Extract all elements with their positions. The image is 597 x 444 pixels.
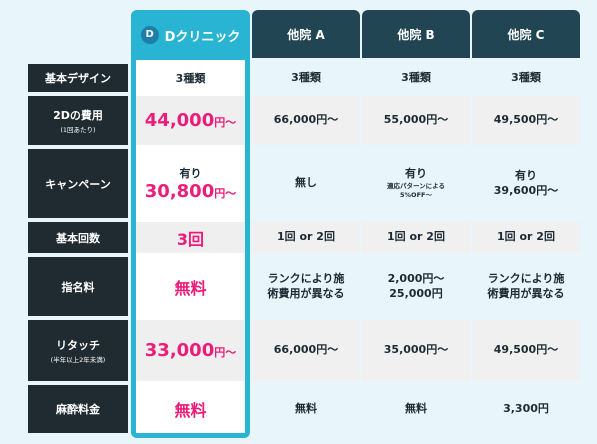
- other-a-campaign: 無し: [295, 176, 317, 190]
- other-b-2d-cost: 55,000円〜: [362, 96, 470, 145]
- row-label-retouch: リタッチ (半年以上2年未満): [28, 320, 128, 381]
- row-label-2d-cost: 2Dの費用 (1回あたり): [28, 96, 128, 145]
- header-other-c: 他院 C: [472, 10, 580, 58]
- row-label-sessions: 基本回数: [28, 222, 128, 253]
- other-c-nomination-fee: ランクにより施 術費用が異なる: [487, 271, 565, 300]
- featured-2d-cost: 44,000円〜: [136, 96, 245, 145]
- other-b-nomination-fee: 2,000円〜 25,000円: [387, 271, 445, 300]
- other-c-campaign: 有り 39,600円〜: [493, 168, 559, 197]
- row-label-design: 基本デザイン: [28, 64, 128, 92]
- other-c-retouch: 49,500円〜: [472, 320, 580, 381]
- clinic-logo-icon: D: [140, 26, 159, 44]
- row-label-anesthesia: 麻酔料金: [28, 385, 128, 433]
- other-b-campaign: 有り 適応パターンによる 5%OFF〜: [387, 166, 445, 199]
- other-c-anesthesia: 3,300円: [503, 401, 549, 415]
- other-a-design: 3種類: [291, 70, 321, 84]
- other-a-sessions: 1回 or 2回: [252, 222, 360, 253]
- featured-clinic-header: D Dクリニック: [131, 10, 250, 60]
- featured-design: 3種類: [175, 72, 206, 85]
- other-c-design: 3種類: [511, 70, 541, 84]
- comparison-table: D Dクリニック 他院 A 他院 B 他院 C 基本デザイン 3種類 3種類 3…: [28, 10, 580, 438]
- featured-campaign: 有り 30,800円〜: [144, 167, 237, 202]
- featured-clinic-name: Dクリニック: [164, 29, 241, 45]
- other-a-2d-cost: 66,000円〜: [252, 96, 360, 145]
- other-a-retouch: 66,000円〜: [252, 320, 360, 381]
- header-other-b: 他院 B: [362, 10, 470, 58]
- other-a-anesthesia: 無料: [295, 401, 317, 415]
- featured-nomination-fee: 無料: [174, 278, 207, 298]
- other-c-sessions: 1回 or 2回: [472, 222, 580, 253]
- featured-sessions: 3回: [136, 222, 245, 253]
- other-b-anesthesia: 無料: [405, 401, 427, 415]
- row-label-nomination-fee: 指名料: [28, 257, 128, 316]
- other-b-sessions: 1回 or 2回: [362, 222, 470, 253]
- featured-anesthesia: 無料: [174, 401, 207, 420]
- other-b-retouch: 35,000円〜: [362, 320, 470, 381]
- other-b-design: 3種類: [401, 70, 431, 84]
- other-c-2d-cost: 49,500円〜: [472, 96, 580, 145]
- header-other-a: 他院 A: [252, 10, 360, 58]
- row-label-campaign: キャンペーン: [28, 149, 128, 218]
- other-a-nomination-fee: ランクにより施 術費用が異なる: [267, 271, 345, 300]
- featured-retouch: 33,000円〜: [136, 320, 245, 381]
